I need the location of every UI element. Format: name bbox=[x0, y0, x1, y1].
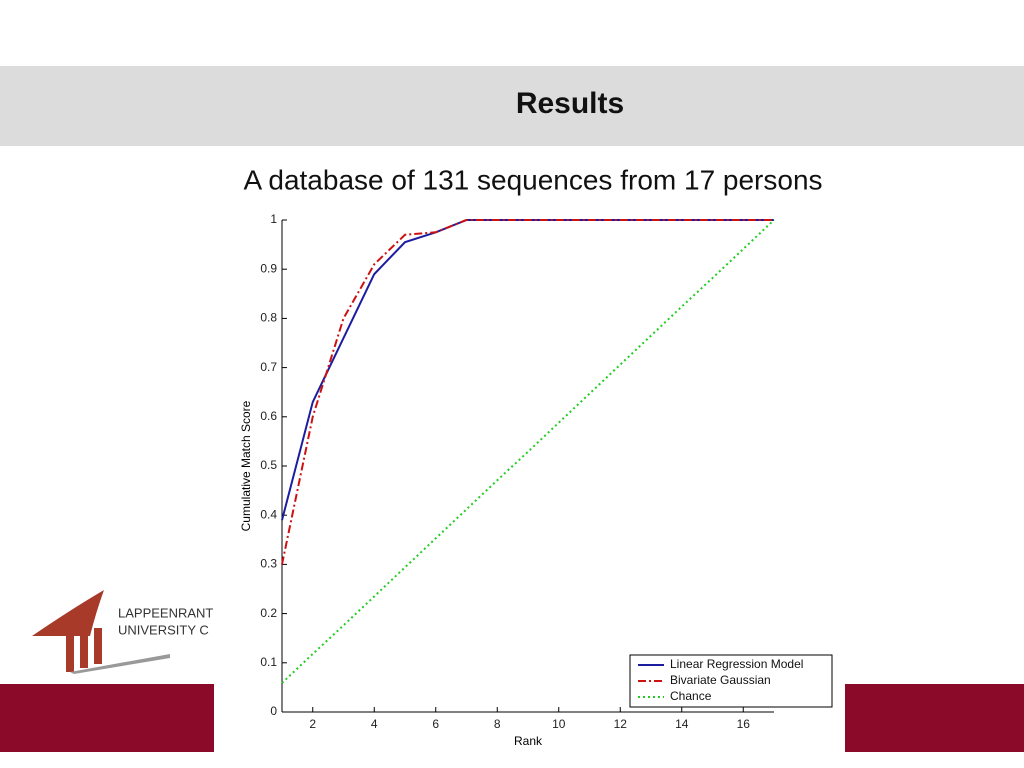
slide-subtitle: A database of 131 sequences from 17 pers… bbox=[243, 164, 822, 195]
y-tick-label: 0 bbox=[270, 704, 277, 718]
x-tick-label: 14 bbox=[675, 717, 689, 731]
logo-text: UNIVERSITY C bbox=[118, 622, 209, 637]
y-tick-label: 0.8 bbox=[260, 311, 277, 325]
y-tick-label: 0.6 bbox=[260, 409, 277, 423]
legend-label: Bivariate Gaussian bbox=[670, 673, 771, 687]
x-tick-label: 2 bbox=[309, 717, 316, 731]
series-line bbox=[281, 219, 774, 565]
y-tick-label: 0.9 bbox=[260, 261, 277, 275]
x-tick-label: 4 bbox=[371, 717, 378, 731]
y-tick-label: 1 bbox=[270, 212, 277, 226]
x-tick-label: 16 bbox=[737, 717, 751, 731]
logo-shape bbox=[66, 628, 74, 672]
x-axis-label: Rank bbox=[514, 734, 543, 748]
y-tick-label: 0.2 bbox=[260, 606, 277, 620]
logo-shape bbox=[32, 590, 104, 636]
x-tick-label: 6 bbox=[432, 717, 439, 731]
y-tick-label: 0.4 bbox=[260, 507, 277, 521]
x-tick-label: 10 bbox=[552, 717, 566, 731]
x-tick-label: 8 bbox=[494, 717, 501, 731]
legend-label: Chance bbox=[670, 689, 712, 703]
y-tick-label: 0.7 bbox=[260, 360, 277, 374]
logo-shape bbox=[70, 654, 170, 674]
logo-shape bbox=[80, 628, 88, 668]
x-tick-label: 12 bbox=[614, 717, 628, 731]
y-axis-label: Cumulative Match Score bbox=[239, 400, 253, 531]
legend-label: Linear Regression Model bbox=[670, 657, 803, 671]
y-tick-label: 0.3 bbox=[260, 557, 277, 571]
logo-shape bbox=[94, 628, 102, 664]
slide-title: Results bbox=[516, 87, 624, 120]
logo-text: LAPPEENRANT bbox=[118, 605, 213, 620]
y-tick-label: 0.1 bbox=[260, 655, 277, 669]
title-band bbox=[0, 66, 1024, 146]
logo: LAPPEENRANT UNIVERSITY C bbox=[32, 590, 213, 674]
y-tick-label: 0.5 bbox=[260, 458, 277, 472]
legend-box bbox=[629, 654, 833, 708]
